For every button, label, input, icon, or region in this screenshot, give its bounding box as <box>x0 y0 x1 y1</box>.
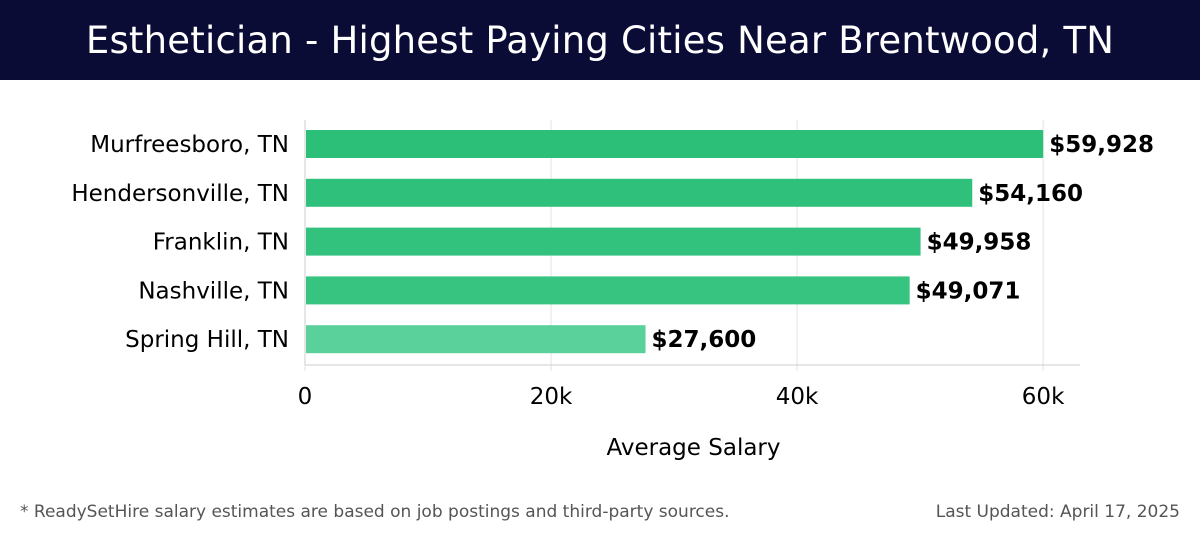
category-label: Nashville, TN <box>138 278 289 304</box>
value-label: $27,600 <box>652 327 757 353</box>
bar <box>306 227 921 256</box>
chart-title-banner: Esthetician - Highest Paying Cities Near… <box>0 0 1200 80</box>
value-label: $59,928 <box>1049 132 1154 158</box>
salary-bar-chart: 0 20k 40k 60k Murfreesboro, TN $59,928 Henders… <box>71 120 1154 461</box>
chart-title: Esthetician - Highest Paying Cities Near… <box>85 18 1115 62</box>
category-label: Spring Hill, TN <box>125 327 289 353</box>
x-tick-label: 60k <box>1022 384 1065 410</box>
category-label: Hendersonville, TN <box>71 181 289 207</box>
x-tick-label: 20k <box>530 384 573 410</box>
bar <box>306 178 973 207</box>
value-label: $54,160 <box>978 181 1083 207</box>
category-label: Franklin, TN <box>153 230 289 256</box>
x-axis-title: Average Salary <box>606 435 780 461</box>
value-label: $49,958 <box>927 230 1032 256</box>
bar <box>306 130 1044 158</box>
category-label: Murfreesboro, TN <box>90 132 289 158</box>
x-tick-label: 0 <box>298 384 313 410</box>
bar <box>306 325 646 354</box>
footnote: * ReadySetHire salary estimates are base… <box>20 502 730 522</box>
bar <box>306 276 910 305</box>
last-updated: Last Updated: April 17, 2025 <box>935 502 1180 522</box>
value-label: $49,071 <box>916 278 1021 304</box>
x-tick-label: 40k <box>776 384 819 410</box>
